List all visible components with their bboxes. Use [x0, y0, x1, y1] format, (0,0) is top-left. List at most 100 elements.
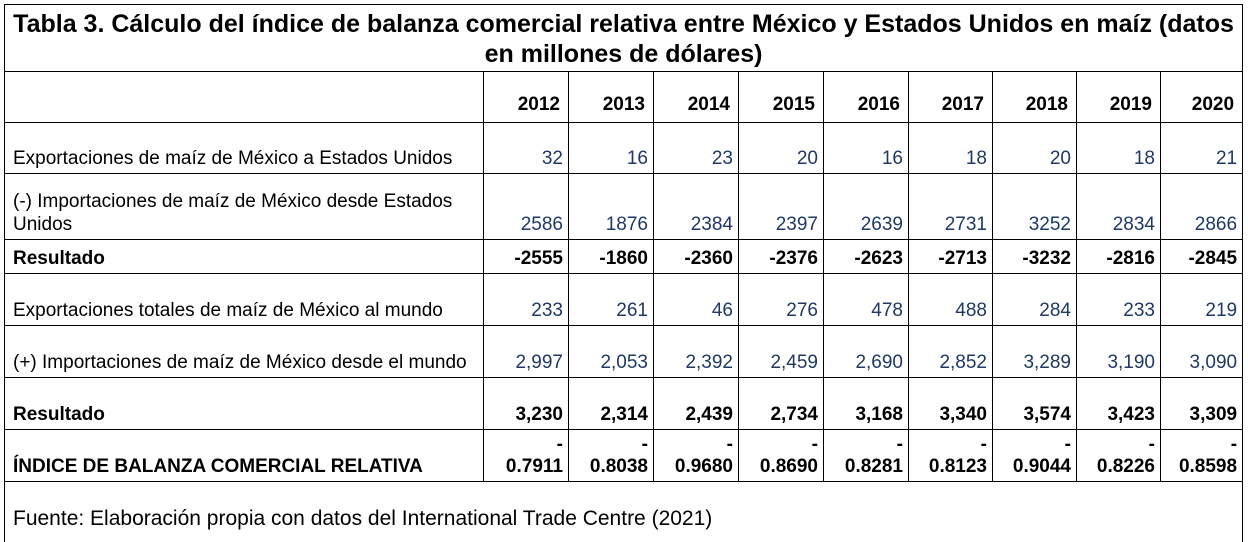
value-cell: 2,053 [569, 326, 654, 378]
value-cell: 2834 [1077, 174, 1161, 240]
year-header: 2014 [654, 72, 739, 123]
year-header: 2015 [739, 72, 824, 123]
index-value: 0.8038 [577, 456, 648, 478]
value-cell: 18 [909, 123, 993, 174]
value-cell: 2397 [739, 174, 824, 240]
value-cell: -2845 [1161, 240, 1243, 274]
source-row: Fuente: Elaboración propia con datos del… [5, 482, 1243, 542]
index-sign: - [577, 434, 648, 456]
index-value: 0.9044 [1001, 456, 1071, 478]
table-row: Exportaciones totales de maíz de México … [5, 274, 1243, 326]
value-cell: -2816 [1077, 240, 1161, 274]
table-row: Resultado-2555-1860-2360-2376-2623-2713-… [5, 240, 1243, 274]
value-cell: -2713 [909, 240, 993, 274]
row-label: (-) Importaciones de maíz de México desd… [5, 174, 484, 240]
index-value-cell: -0.8690 [739, 430, 824, 482]
year-header: 2012 [484, 72, 569, 123]
index-sign: - [1001, 434, 1071, 456]
index-sign: - [492, 434, 563, 456]
row-label: Resultado [5, 378, 484, 430]
value-cell: 2,459 [739, 326, 824, 378]
index-sign: - [832, 434, 903, 456]
value-cell: 3,340 [909, 378, 993, 430]
index-label: ÍNDICE DE BALANZA COMERCIAL RELATIVA [5, 430, 484, 482]
value-cell: 3,230 [484, 378, 569, 430]
value-cell: 3,190 [1077, 326, 1161, 378]
value-cell: 3,309 [1161, 378, 1243, 430]
index-sign: - [1169, 434, 1237, 456]
index-value-cell: -0.8038 [569, 430, 654, 482]
value-cell: 1876 [569, 174, 654, 240]
value-cell: 32 [484, 123, 569, 174]
value-cell: 3252 [993, 174, 1077, 240]
row-label: Exportaciones de maíz de México a Estado… [5, 123, 484, 174]
index-value: 0.8281 [832, 456, 903, 478]
index-sign: - [747, 434, 818, 456]
index-value: 0.7911 [492, 456, 563, 478]
index-value-cell: -0.9680 [654, 430, 739, 482]
value-cell: -1860 [569, 240, 654, 274]
index-value-cell: -0.7911 [484, 430, 569, 482]
table-row: Exportaciones de maíz de México a Estado… [5, 123, 1243, 174]
index-value-cell: -0.8598 [1161, 430, 1243, 482]
value-cell: 2639 [824, 174, 909, 240]
value-cell: 233 [484, 274, 569, 326]
header-blank-cell [5, 72, 484, 123]
index-value: 0.8226 [1085, 456, 1155, 478]
value-cell: 2,690 [824, 326, 909, 378]
value-cell: 284 [993, 274, 1077, 326]
value-cell: 2,852 [909, 326, 993, 378]
index-row: ÍNDICE DE BALANZA COMERCIAL RELATIVA-0.7… [5, 430, 1243, 482]
value-cell: 16 [824, 123, 909, 174]
value-cell: 46 [654, 274, 739, 326]
value-cell: 3,423 [1077, 378, 1161, 430]
value-cell: 2731 [909, 174, 993, 240]
year-header: 2016 [824, 72, 909, 123]
value-cell: 478 [824, 274, 909, 326]
row-label: Exportaciones totales de maíz de México … [5, 274, 484, 326]
index-value: 0.8598 [1169, 456, 1237, 478]
index-value: 0.9680 [662, 456, 733, 478]
year-header: 2018 [993, 72, 1077, 123]
index-value-cell: -0.8123 [909, 430, 993, 482]
value-cell: 2,439 [654, 378, 739, 430]
table-title: Tabla 3. Cálculo del índice de balanza c… [5, 5, 1243, 72]
year-header: 2017 [909, 72, 993, 123]
value-cell: 261 [569, 274, 654, 326]
value-cell: 2,734 [739, 378, 824, 430]
value-cell: 3,289 [993, 326, 1077, 378]
value-cell: 21 [1161, 123, 1243, 174]
value-cell: 276 [739, 274, 824, 326]
index-value: 0.8123 [917, 456, 987, 478]
index-value: 0.8690 [747, 456, 818, 478]
value-cell: 16 [569, 123, 654, 174]
source-note: Fuente: Elaboración propia con datos del… [5, 482, 1243, 542]
index-sign: - [662, 434, 733, 456]
value-cell: -3232 [993, 240, 1077, 274]
value-cell: -2555 [484, 240, 569, 274]
index-sign: - [917, 434, 987, 456]
index-value-cell: -0.8281 [824, 430, 909, 482]
value-cell: 2,314 [569, 378, 654, 430]
value-cell: 20 [993, 123, 1077, 174]
table-row: (+) Importaciones de maíz de México desd… [5, 326, 1243, 378]
year-header: 2013 [569, 72, 654, 123]
table-row: (-) Importaciones de maíz de México desd… [5, 174, 1243, 240]
year-header: 2019 [1077, 72, 1161, 123]
index-sign: - [1085, 434, 1155, 456]
table-container: Tabla 3. Cálculo del índice de balanza c… [4, 4, 1242, 542]
row-label: Resultado [5, 240, 484, 274]
value-cell: 3,090 [1161, 326, 1243, 378]
value-cell: 18 [1077, 123, 1161, 174]
index-value-cell: -0.8226 [1077, 430, 1161, 482]
year-header: 2020 [1161, 72, 1243, 123]
value-cell: 2,997 [484, 326, 569, 378]
value-cell: 20 [739, 123, 824, 174]
value-cell: 2,392 [654, 326, 739, 378]
value-cell: 219 [1161, 274, 1243, 326]
value-cell: 233 [1077, 274, 1161, 326]
value-cell: -2623 [824, 240, 909, 274]
value-cell: 2384 [654, 174, 739, 240]
value-cell: 2866 [1161, 174, 1243, 240]
